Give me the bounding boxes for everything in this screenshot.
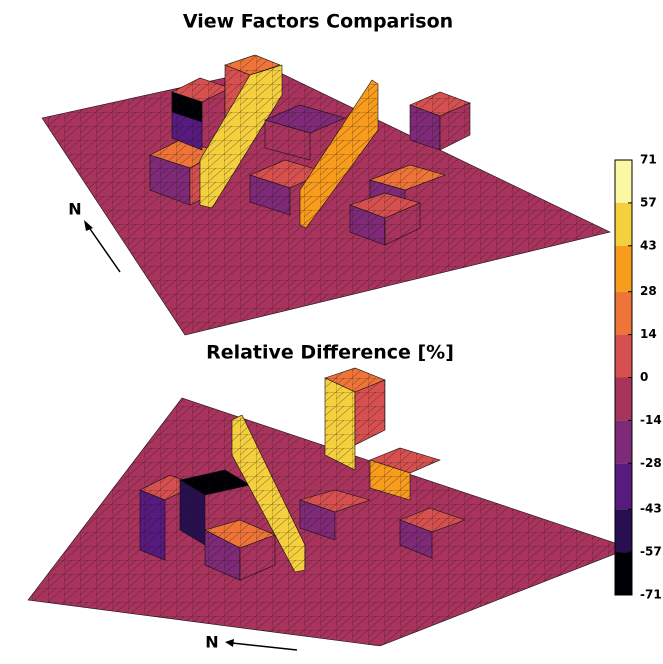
north-arrow <box>87 225 121 273</box>
mesh-lines <box>325 378 355 470</box>
mesh-lines <box>440 103 470 150</box>
scenes <box>27 54 631 647</box>
colorbar-band <box>615 291 632 335</box>
mesh-lines <box>200 65 282 208</box>
mesh-lines <box>180 480 205 545</box>
mesh-lines <box>400 520 432 558</box>
colorbar-band <box>615 463 632 510</box>
title: View Factors Comparison <box>183 11 453 33</box>
colorbar-tick-label: 14 <box>640 327 657 341</box>
north-label: N <box>205 633 218 652</box>
mesh-lines <box>232 415 305 572</box>
north-label: N <box>68 200 81 219</box>
colorbar-tick-label: 57 <box>640 195 657 209</box>
mesh-lines <box>180 470 250 495</box>
mesh-lines <box>370 460 410 500</box>
colorbar-band <box>615 552 632 595</box>
colorbar-band <box>615 160 632 203</box>
colorbar-band <box>615 377 632 421</box>
mesh-lines <box>205 520 275 548</box>
colorbar-band <box>615 245 632 292</box>
subtitle: Relative Difference [%] <box>206 342 454 364</box>
mesh-lines <box>225 55 280 75</box>
mesh-lines <box>240 535 275 580</box>
mesh-lines <box>172 92 202 122</box>
colorbar-tick-label: 0 <box>640 370 648 384</box>
mesh-lines <box>250 175 290 215</box>
colorbar-band <box>615 509 632 553</box>
mesh-lines <box>350 193 420 218</box>
arrow-head <box>225 639 234 647</box>
mesh-lines <box>140 490 165 560</box>
mesh-lines <box>410 105 440 150</box>
mesh-lines <box>205 530 240 580</box>
mesh-lines <box>265 105 345 133</box>
colorbar-tick-label: -28 <box>640 456 662 470</box>
colorbar-tick-label: -14 <box>640 413 662 427</box>
colorbar-band <box>615 420 632 464</box>
north-arrow <box>231 642 298 651</box>
colorbar-band <box>615 202 632 246</box>
mesh-lines <box>42 68 610 335</box>
colorbar-tick-label: -57 <box>640 545 662 559</box>
mesh-lines <box>265 120 310 160</box>
mesh-lines <box>370 448 440 473</box>
mesh-lines <box>300 80 378 228</box>
colorbar-tick-label: 71 <box>640 153 657 167</box>
mesh-lines <box>385 203 420 245</box>
mesh-lines <box>150 155 190 205</box>
colorbar: 71 57 43 28 14 0 -14 -28 -43 -57 -71 <box>614 153 662 602</box>
mesh-lines <box>370 165 445 190</box>
colorbar-tick-label: -43 <box>640 502 662 516</box>
mesh-lines <box>300 500 335 540</box>
colorbar-tick-label: -71 <box>640 588 662 602</box>
colorbar-tick-label: 43 <box>640 238 657 252</box>
colorbar-tick-label: 28 <box>640 284 657 298</box>
mesh-lines <box>410 92 470 116</box>
mesh-lines <box>355 380 385 445</box>
mesh-lines <box>300 490 370 512</box>
colorbar-band <box>615 334 632 378</box>
mesh-lines <box>350 205 385 245</box>
arrow-head <box>84 220 93 231</box>
mesh-lines <box>172 78 230 102</box>
